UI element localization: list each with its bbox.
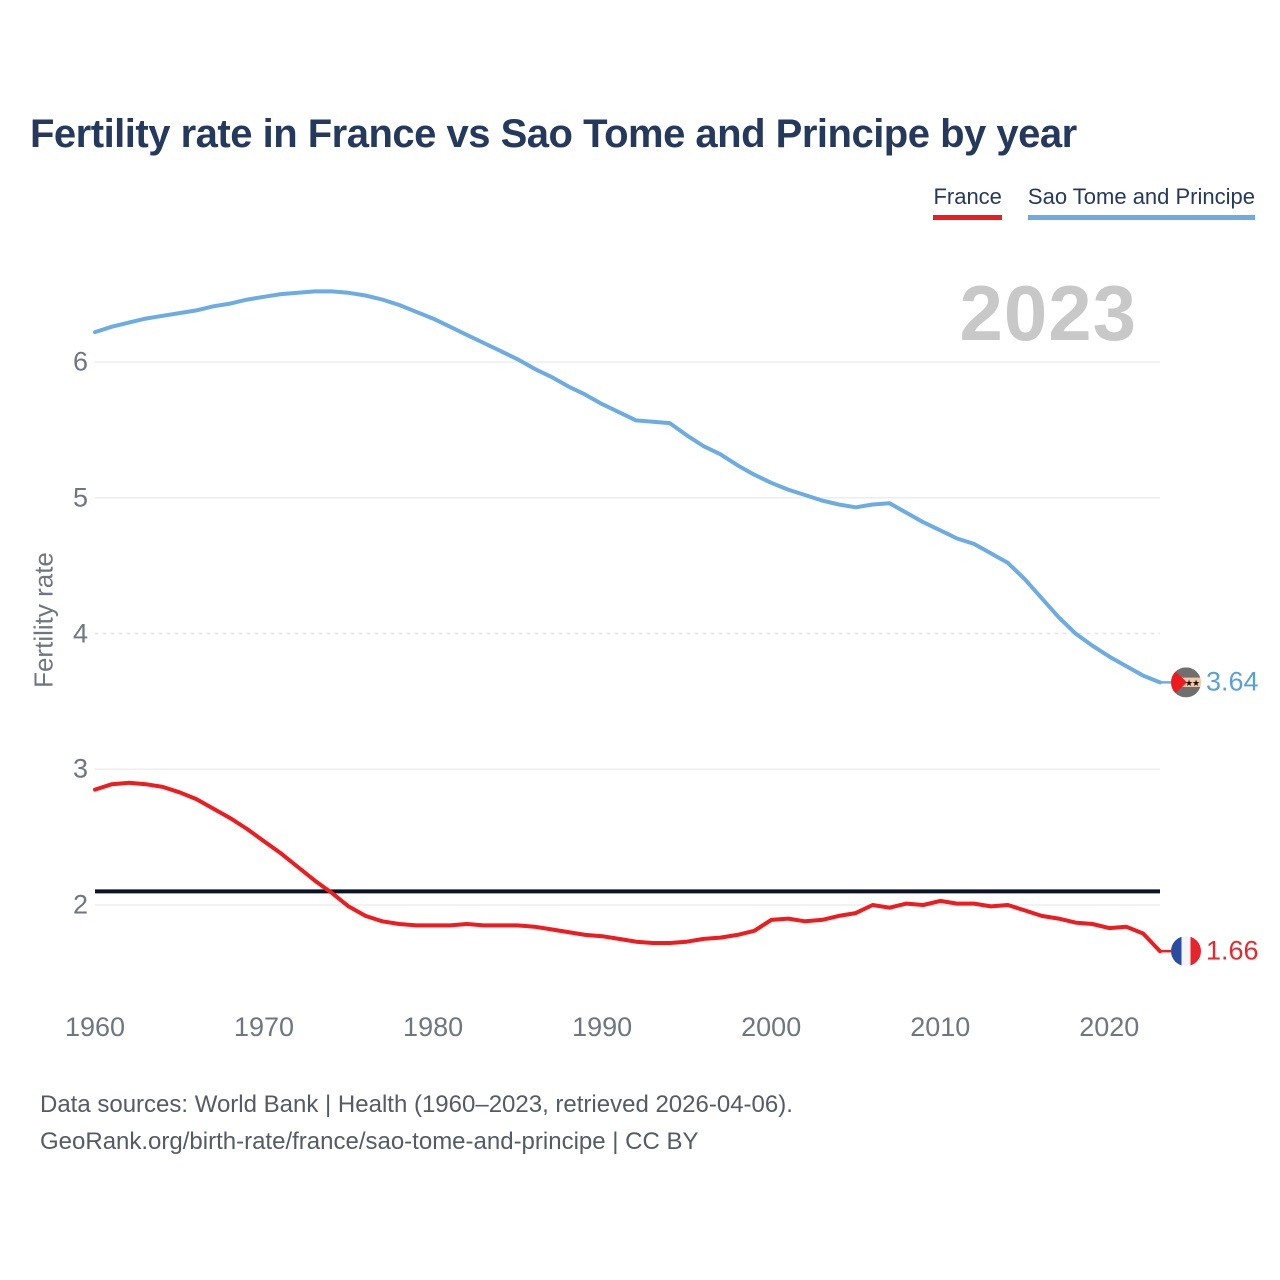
x-tick-1970: 1970 <box>234 1012 295 1042</box>
series-line-france[interactable] <box>93 780 1162 954</box>
sao-tome-flag-icon: ★★ <box>1171 667 1201 698</box>
y-tick-6: 6 <box>72 346 88 377</box>
legend: France Sao Tome and Principe <box>933 184 1255 220</box>
x-tick-2010: 2010 <box>910 1012 971 1042</box>
legend-item-sao-tome[interactable]: Sao Tome and Principe <box>1027 184 1255 220</box>
footer-attribution[interactable]: GeoRank.org/birth-rate/france/sao-tome-a… <box>40 1128 699 1155</box>
series-line-sao-tome[interactable] <box>93 289 1162 685</box>
france-flag-icon <box>1171 936 1201 967</box>
y-tick-4: 4 <box>72 618 88 648</box>
footer-sources: Data sources: World Bank | Health (1960–… <box>40 1091 793 1118</box>
x-tick-1990: 1990 <box>572 1012 633 1042</box>
star-icon: ★ <box>1185 679 1193 689</box>
x-tick-2000: 2000 <box>741 1012 802 1042</box>
y-tick-3: 3 <box>72 753 88 784</box>
footer: Data sources: World Bank | Health (1960–… <box>40 1086 793 1160</box>
legend-label-sao-tome: Sao Tome and Principe <box>1027 184 1255 209</box>
y-tick-5: 5 <box>72 482 88 513</box>
end-value-sao-tome: 3.64 <box>1206 666 1259 697</box>
year-watermark: 2023 <box>959 269 1137 357</box>
end-value-france: 1.66 <box>1206 935 1259 966</box>
legend-label-france: France <box>933 184 1002 209</box>
y-tick-2: 2 <box>72 889 88 920</box>
star-icon: ★ <box>1192 679 1200 689</box>
legend-item-france[interactable]: France <box>933 184 1002 220</box>
x-tick-1960: 1960 <box>64 1012 126 1042</box>
x-tick-1980: 1980 <box>403 1012 464 1042</box>
chart-title: Fertility rate in France vs Sao Tome and… <box>30 112 1077 156</box>
x-tick-2020: 2020 <box>1079 1012 1140 1042</box>
